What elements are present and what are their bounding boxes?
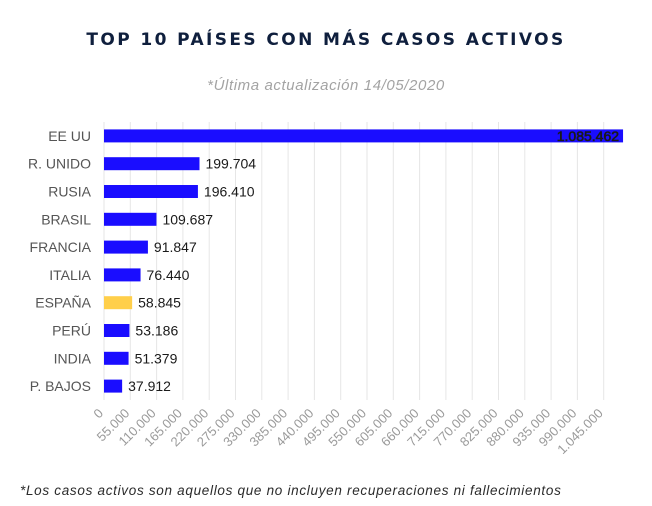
category-label: INDIA — [54, 350, 92, 366]
bar — [104, 185, 198, 198]
chart-footnote: *Los casos activos son aquellos que no i… — [20, 483, 562, 498]
category-label: P. BAJOS — [30, 378, 91, 394]
value-label: 53.186 — [135, 323, 178, 339]
value-label: 76.440 — [147, 267, 190, 283]
bar — [104, 129, 624, 143]
value-label: 37.912 — [128, 378, 171, 394]
chart-title: TOP 10 PAÍSES CON MÁS CASOS ACTIVOS — [86, 30, 566, 50]
category-label: R. UNIDO — [28, 156, 91, 172]
bar — [104, 268, 141, 282]
value-label: 51.379 — [135, 350, 178, 366]
category-label: FRANCIA — [30, 239, 92, 255]
value-label: 109.687 — [162, 211, 213, 227]
value-label: 199.704 — [205, 156, 256, 172]
x-tick-label: 0 — [90, 406, 106, 422]
category-label: ESPAÑA — [35, 295, 91, 311]
chart-subtitle: *Última actualización 14/05/2020 — [207, 77, 445, 94]
bar-chart: EE UU 1.085.462 R. UNIDO 199.704 RUSIA 196.41… — [28, 122, 624, 457]
value-label: 58.845 — [138, 295, 181, 311]
category-label: RUSIA — [48, 184, 91, 200]
bar — [104, 296, 133, 310]
bar — [104, 351, 129, 365]
category-label: ITALIA — [49, 267, 91, 283]
value-label: 91.847 — [154, 239, 197, 255]
value-label: 196.410 — [204, 184, 255, 200]
category-label: EE UU — [48, 128, 91, 144]
category-label: BRASIL — [41, 211, 91, 227]
bar — [104, 324, 130, 337]
bar — [104, 157, 200, 171]
value-label: 1.085.462 — [557, 128, 619, 144]
bar — [104, 379, 123, 393]
category-label: PERÚ — [52, 323, 91, 339]
bar — [104, 240, 148, 254]
bar — [104, 212, 157, 226]
